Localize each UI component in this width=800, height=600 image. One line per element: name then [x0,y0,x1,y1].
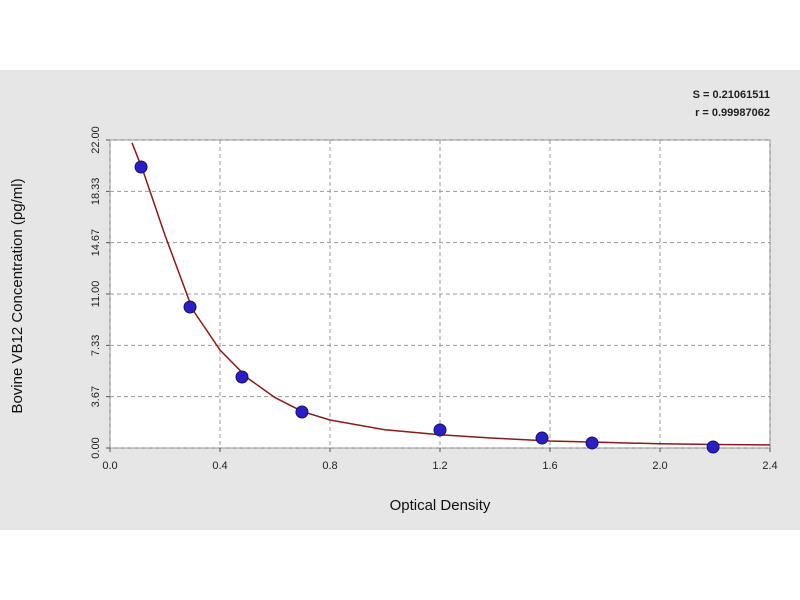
y-tick-label: 14.67 [90,229,102,257]
x-tick-label: 1.6 [542,460,557,472]
annotation: r = 0.99987062 [695,107,770,119]
data-point [535,431,549,445]
fit-curve [131,142,770,446]
y-tick-label: 7.33 [90,335,102,356]
x-tick-label: 2.0 [652,460,667,472]
y-axis-title: Bovine VB12 Concentration (pg/ml) [9,178,26,413]
data-point [235,370,249,384]
marks [131,142,770,446]
grid [106,139,771,452]
x-tick-label: 1.2 [432,460,447,472]
y-tick-label: 3.67 [90,386,102,407]
y-tick-label: 22.00 [90,126,102,154]
data-point [706,440,720,454]
x-axis-title: Optical Density [390,497,491,514]
data-point [295,405,309,419]
data-point [433,423,447,437]
data-point [585,436,599,450]
y-tick-label: 0.00 [90,437,102,458]
annotation: S = 0.21061511 [693,89,770,101]
x-tick-label: 2.4 [762,460,777,472]
x-tick-label: 0.8 [322,460,337,472]
y-tick-label: 18.33 [90,178,102,206]
x-tick-label: 0.0 [102,460,117,472]
x-tick-label: 0.4 [212,460,227,472]
y-tick-label: 11.00 [90,281,102,308]
data-point [134,160,148,174]
data-point [183,300,197,314]
